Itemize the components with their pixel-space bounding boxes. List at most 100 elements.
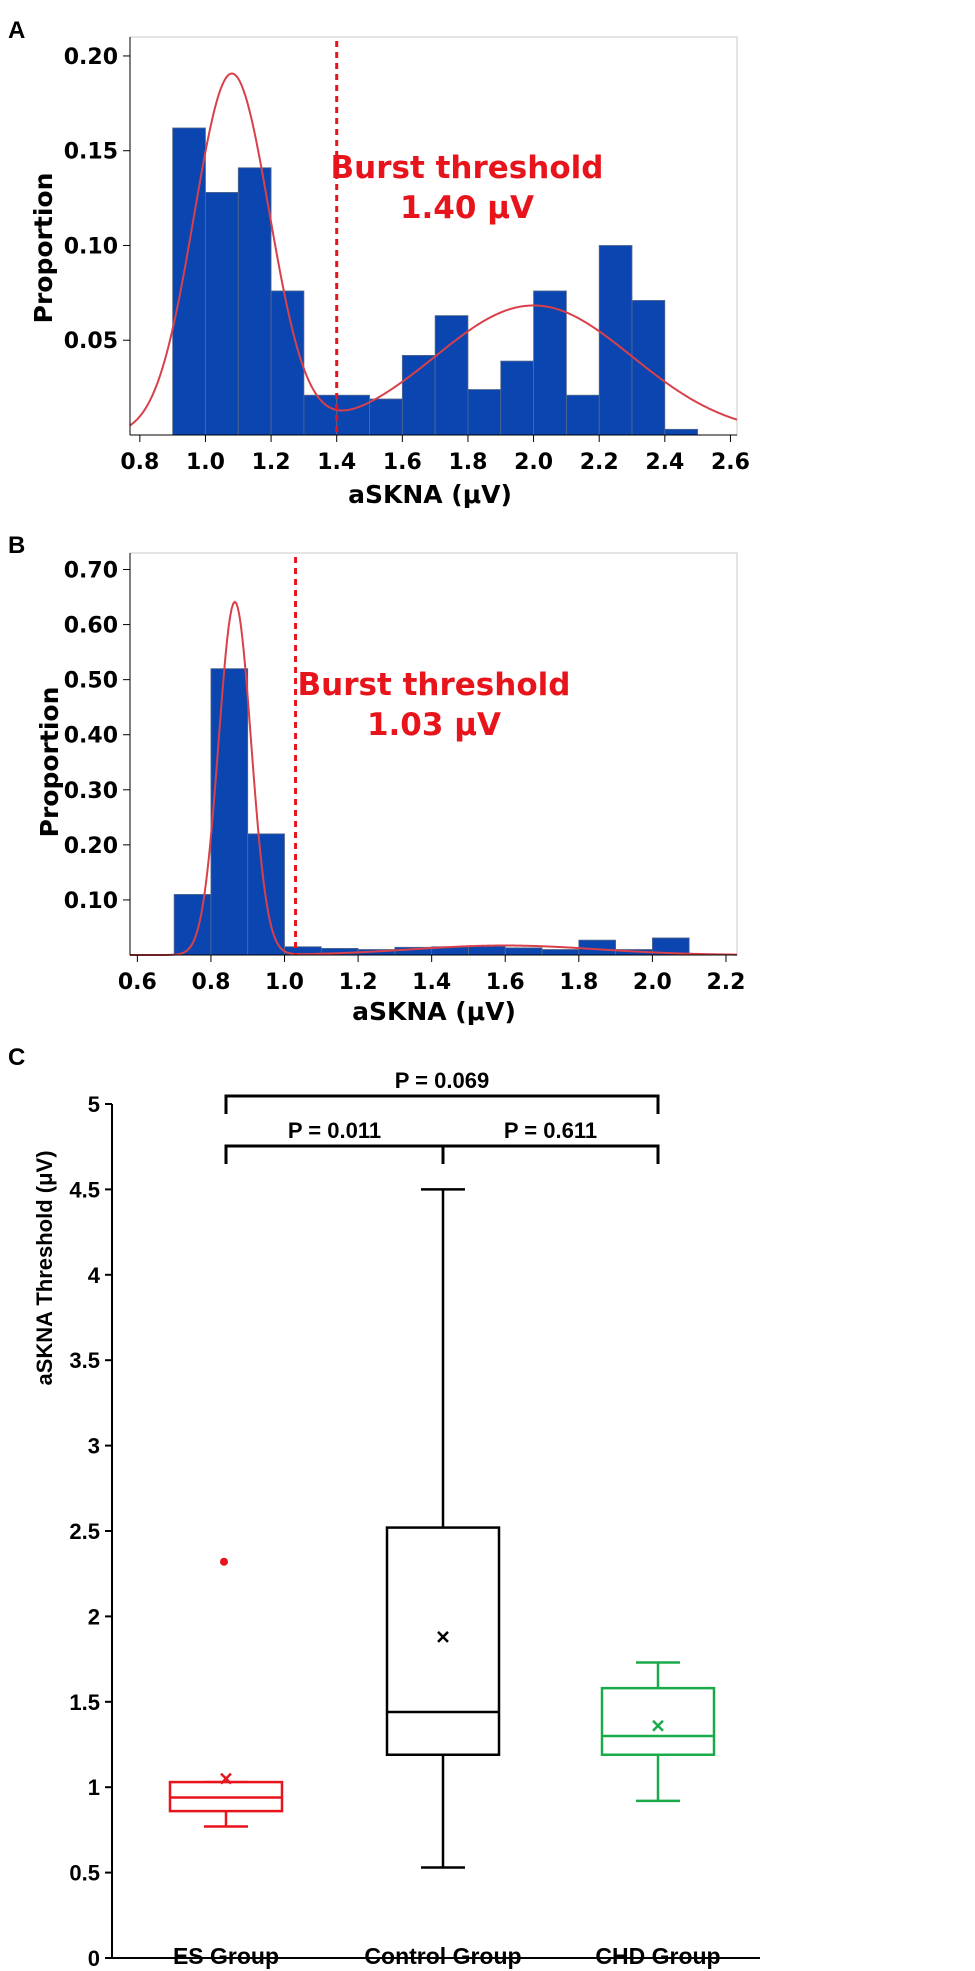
panel-a-threshold-value: 1.40 μV <box>400 190 534 226</box>
panel-c-y-title: aSKNA Threshold (μV) <box>32 1150 57 1385</box>
panel-b-y-axis: 0.10 0.20 0.30 0.40 0.50 0.60 0.70 <box>64 553 131 955</box>
panel-a-threshold-title: Burst threshold <box>331 150 604 186</box>
c-y-tick-label-1: 0.5 <box>69 1861 100 1886</box>
a-x-tick-label-4: 1.6 <box>383 450 422 475</box>
box-2-mean-marker <box>652 1719 664 1732</box>
b-y-tick-label-3: 0.40 <box>64 724 118 749</box>
panel-b-label: B <box>8 532 25 559</box>
comparison-0-bracket <box>224 1144 445 1164</box>
box-0-mean-marker <box>220 1772 232 1785</box>
c-y-tick-label-4: 2 <box>88 1604 100 1629</box>
b-y-tick-label-4: 0.50 <box>64 669 118 694</box>
c-y-tick-label-5: 2.5 <box>69 1519 100 1544</box>
a-bar-10 <box>500 360 534 436</box>
panel-c-boxplot: C 0 0.5 1 1.5 2 2.5 3 3.5 4 4.5 5 P = 0.011 P = 0.6… <box>8 1044 760 1971</box>
a-bar-9 <box>467 389 502 436</box>
a-y-tick-label-2: 0.15 <box>64 140 118 165</box>
b-x-tick-label-2: 1.0 <box>265 970 304 995</box>
b-x-tick-label-5: 1.6 <box>486 970 525 995</box>
c-y-tick-label-6: 3 <box>88 1434 100 1459</box>
b-bar-9 <box>504 947 543 956</box>
c-y-tick-label-8: 4 <box>88 1263 101 1288</box>
panel-b-y-title: Proportion <box>35 687 64 838</box>
b-y-tick-label-2: 0.30 <box>64 779 118 804</box>
c-y-tick-label-10: 5 <box>88 1092 100 1117</box>
panel-a-bars <box>172 127 699 436</box>
a-bar-3 <box>270 290 305 436</box>
a-bar-14 <box>631 300 666 436</box>
panel-a-x-title: aSKNA (μV) <box>348 480 512 509</box>
comparison-0: P = 0.011 <box>224 1118 445 1164</box>
a-x-tick-label-1: 1.0 <box>186 450 225 475</box>
box-1-category-label: Control Group <box>364 1943 521 1969</box>
comparison-2-bracket <box>224 1094 660 1114</box>
c-y-tick-label-3: 1.5 <box>69 1690 100 1715</box>
a-y-tick-label-3: 0.20 <box>64 45 118 70</box>
a-bar-2 <box>237 167 272 436</box>
a-bar-7 <box>401 354 436 436</box>
a-bar-6 <box>369 398 403 436</box>
b-y-tick-label-0: 0.10 <box>64 889 118 914</box>
a-y-tick-label-0: 0.05 <box>64 329 118 354</box>
comparison-1: P = 0.611 <box>441 1118 660 1164</box>
a-bar-12 <box>565 394 600 436</box>
box-2-category-label: CHD Group <box>595 1943 720 1969</box>
panel-a-y-axis: 0.05 0.10 0.15 0.20 <box>64 37 131 435</box>
comparison-2: P = 0.069 <box>224 1068 660 1114</box>
b-x-tick-label-4: 1.4 <box>412 970 451 995</box>
b-bar-1 <box>210 668 249 956</box>
b-x-tick-label-8: 2.2 <box>706 970 745 995</box>
b-bar-10 <box>541 949 580 956</box>
panel-b-bars <box>173 668 690 956</box>
c-y-tick-label-0: 0 <box>88 1946 100 1971</box>
panel-b-density-curve <box>130 600 738 956</box>
a-bar-13 <box>598 245 633 436</box>
panel-a-y-title: Proportion <box>29 173 58 324</box>
panel-b-threshold-title: Burst threshold <box>298 667 571 703</box>
panel-c-boxes <box>168 1188 716 1869</box>
a-x-tick-label-6: 2.0 <box>514 450 553 475</box>
b-y-tick-label-1: 0.20 <box>64 834 118 859</box>
box-1-iqr <box>385 1526 501 1756</box>
panel-c-x-axis: ES Group Control Group CHD Group <box>112 1943 760 1969</box>
a-x-tick-label-2: 1.2 <box>252 450 291 475</box>
panel-b-x-title: aSKNA (μV) <box>352 997 516 1026</box>
a-bar-5 <box>336 394 370 436</box>
comparison-1-p-value: P = 0.611 <box>504 1118 597 1143</box>
c-y-tick-label-9: 4.5 <box>69 1177 100 1202</box>
box-0-outlier-0 <box>220 1557 228 1566</box>
b-bar-8 <box>468 945 506 956</box>
box-1 <box>385 1188 501 1869</box>
panel-a-x-axis: 0.8 1.0 1.2 1.4 1.6 1.8 2.0 2.2 2.4 2.6 <box>120 434 750 475</box>
c-y-tick-label-7: 3.5 <box>69 1348 100 1373</box>
a-y-tick-label-1: 0.10 <box>64 234 118 259</box>
b-x-tick-label-7: 2.0 <box>633 970 672 995</box>
a-x-tick-label-7: 2.2 <box>580 450 619 475</box>
box-2-iqr <box>600 1686 716 1756</box>
c-y-tick-label-2: 1 <box>88 1775 100 1800</box>
panel-b-x-axis: 0.6 0.8 1.0 1.2 1.4 1.6 1.8 2.0 2.2 <box>118 954 745 995</box>
b-x-tick-label-0: 0.6 <box>118 970 157 995</box>
a-bar-15 <box>664 428 699 436</box>
panel-b-threshold-value: 1.03 μV <box>367 707 501 743</box>
panel-a-histogram: A Burst threshold 1.40 μV 0.8 1.0 1.2 1.4 1.… <box>8 17 750 509</box>
comparison-1-bracket <box>441 1144 660 1164</box>
panel-c-y-axis: 0 0.5 1 1.5 2 2.5 3 3.5 4 4.5 5 <box>69 1092 113 1971</box>
a-x-tick-label-8: 2.4 <box>645 450 684 475</box>
comparison-2-p-value: P = 0.069 <box>395 1068 489 1093</box>
a-bar-8 <box>434 315 469 436</box>
a-x-tick-label-3: 1.4 <box>317 450 356 475</box>
box-0-category-label: ES Group <box>173 1943 279 1969</box>
box-1-mean-marker <box>437 1631 449 1643</box>
box-0 <box>168 1557 284 1828</box>
a-x-tick-label-5: 1.8 <box>448 450 487 475</box>
b-x-tick-label-1: 0.8 <box>191 970 230 995</box>
panel-a-label: A <box>8 17 25 44</box>
a-x-tick-label-9: 2.6 <box>711 450 750 475</box>
b-y-tick-label-6: 0.70 <box>64 559 118 584</box>
b-x-tick-label-3: 1.2 <box>339 970 378 995</box>
panel-c-label: C <box>8 1044 25 1071</box>
box-2 <box>600 1661 716 1803</box>
b-x-tick-label-6: 1.8 <box>559 970 598 995</box>
